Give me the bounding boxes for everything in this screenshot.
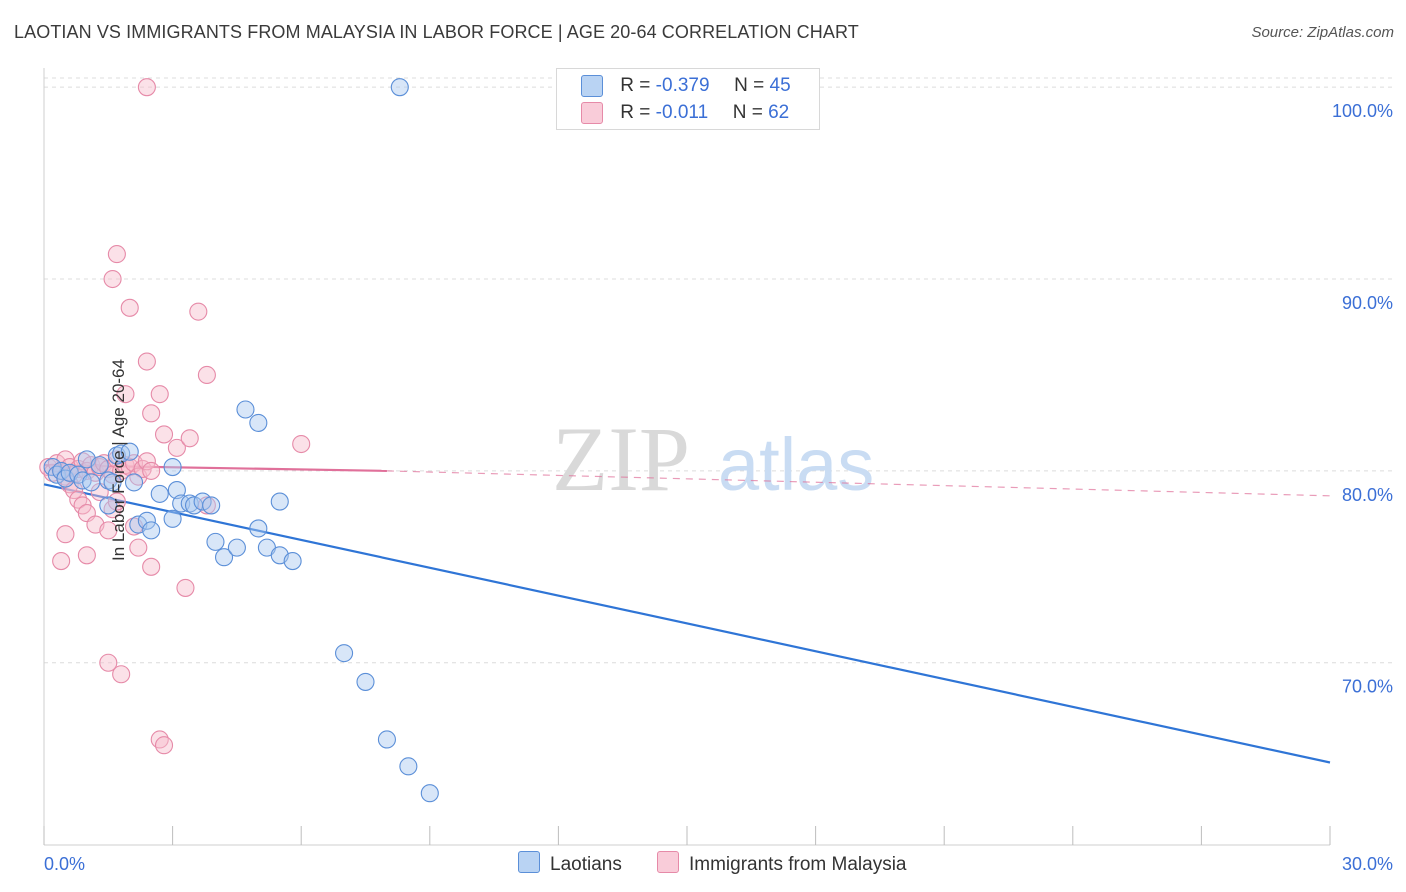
malaysia-point [154, 425, 174, 444]
malaysia-point [107, 492, 126, 511]
malaysia-point [137, 452, 156, 471]
laotian-point [420, 784, 439, 803]
series-legend: Laotians Immigrants from Malaysia [0, 851, 1406, 879]
laotian-point [150, 484, 169, 503]
laotian-point [399, 757, 418, 776]
malaysia-point [197, 365, 216, 385]
x-tick-label: 30.0% [1342, 854, 1393, 874]
laotian-point [227, 538, 246, 557]
laotians-swatch [518, 851, 540, 873]
malaysia-point [189, 302, 208, 321]
n-value: 45 [769, 75, 791, 97]
malaysia-point [99, 521, 118, 540]
malaysia-point [150, 385, 169, 404]
laotian-point [249, 413, 268, 432]
laotian-point [283, 552, 302, 571]
laotian-point [137, 511, 156, 530]
data-points [39, 78, 439, 803]
malaysia-swatch [657, 851, 679, 873]
axes [43, 68, 1331, 846]
laotian-point [103, 473, 122, 492]
malaysia-swatch [581, 102, 603, 124]
malaysia-point [167, 438, 186, 457]
y-tick-label: 90.0% [1342, 293, 1393, 313]
malaysia-point [56, 525, 75, 544]
malaysia-point [112, 665, 131, 684]
laotian-point [120, 442, 139, 461]
r-value: -0.011 [655, 102, 709, 124]
r-value: -0.379 [655, 75, 710, 97]
tick-labels: 70.0% 80.0% 90.0% 100.0% 0.0% 30.0% [44, 101, 1393, 874]
legend-item-laotians: Laotians [518, 851, 622, 876]
correlation-legend: R = -0.379 N = 45 R = -0.011 N = 62 [556, 68, 820, 130]
laotian-point [82, 473, 101, 492]
y-tick-label: 100.0% [1332, 101, 1393, 121]
laotian-point [142, 521, 161, 540]
laotian-point [249, 519, 268, 538]
laotian-point [206, 532, 225, 551]
y-axis-label: In Labor Force | Age 20-64 [108, 359, 128, 561]
x-tick-label: 0.0% [44, 854, 85, 874]
malaysia-point [116, 385, 135, 404]
malaysia-trend-extension [386, 470, 1331, 497]
r-label: R = [620, 75, 651, 97]
gridlines [44, 77, 1392, 664]
n-label: N = [732, 102, 763, 124]
laotian-point [163, 509, 182, 528]
laotian-point [99, 496, 118, 515]
n-label: N = [734, 75, 765, 97]
malaysia-point [103, 269, 122, 289]
laotian-point [90, 456, 109, 475]
watermark-zip: ZIP [552, 408, 690, 510]
laotian-point [124, 473, 144, 492]
malaysia-point [99, 653, 118, 672]
watermark-atlas: atlas [718, 423, 874, 506]
laotian-point [270, 492, 289, 511]
laotians-trend-line [43, 483, 1331, 764]
laotian-point [356, 672, 375, 691]
laotian-point [163, 458, 182, 477]
malaysia-point [142, 404, 161, 423]
laotian-point [167, 481, 186, 500]
malaysia-point [154, 736, 174, 755]
malaysia-point [142, 461, 161, 480]
malaysia-point [107, 245, 126, 264]
laotian-point [214, 548, 234, 567]
malaysia-point [180, 429, 199, 448]
malaysia-point [77, 546, 96, 565]
laotian-point [390, 78, 409, 97]
malaysia-point [292, 434, 311, 454]
malaysia-point [137, 352, 156, 371]
malaysia-point [142, 557, 161, 576]
y-tick-label: 70.0% [1342, 677, 1393, 697]
y-tick-label: 80.0% [1342, 485, 1393, 505]
laotian-point [202, 496, 221, 515]
source-label: Source: ZipAtlas.com [1251, 24, 1394, 41]
laotians-swatch [581, 75, 603, 97]
malaysia-point [137, 78, 156, 97]
chart-title: LAOTIAN VS IMMIGRANTS FROM MALAYSIA IN L… [14, 22, 859, 42]
laotian-point [335, 644, 354, 663]
r-label: R = [620, 102, 651, 124]
n-value: 62 [768, 102, 790, 124]
legend-row-malaysia: R = -0.011 N = 62 [581, 102, 789, 126]
legend-row-laotians: R = -0.379 N = 45 [581, 75, 791, 99]
malaysia-point [120, 298, 139, 317]
laotian-point [193, 492, 212, 511]
malaysia-point [176, 578, 195, 597]
malaysia-point [52, 552, 71, 571]
laotians-label: Laotians [550, 854, 622, 875]
legend-item-malaysia: Immigrants from Malaysia [657, 851, 907, 876]
malaysia-label: Immigrants from Malaysia [689, 854, 907, 875]
laotian-point [236, 400, 255, 419]
malaysia-point [129, 538, 148, 557]
laotian-point [377, 730, 396, 749]
watermark: ZIP atlas [552, 408, 874, 510]
